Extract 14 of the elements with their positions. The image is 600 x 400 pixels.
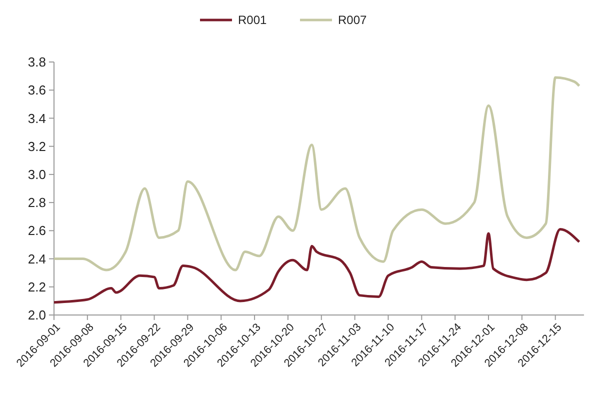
legend-label: R001: [238, 13, 268, 28]
y-tick-label: 2.6: [28, 223, 46, 238]
y-tick-label: 3.0: [28, 166, 46, 182]
line-series: [52, 76, 580, 272]
y-tick-label: 3.6: [28, 82, 46, 98]
y-tick-label: 2.4: [28, 251, 46, 266]
y-tick-label: 2.2: [28, 279, 46, 294]
line-series: [52, 228, 580, 304]
y-tick-label: 3.4: [28, 110, 46, 126]
y-tick-label: 3.8: [28, 54, 46, 70]
y-tick-label: 2.0: [28, 308, 46, 323]
y-tick-label: 3.2: [28, 138, 46, 154]
legend-label: R007: [338, 13, 368, 28]
y-tick-label: 2.8: [28, 195, 46, 210]
